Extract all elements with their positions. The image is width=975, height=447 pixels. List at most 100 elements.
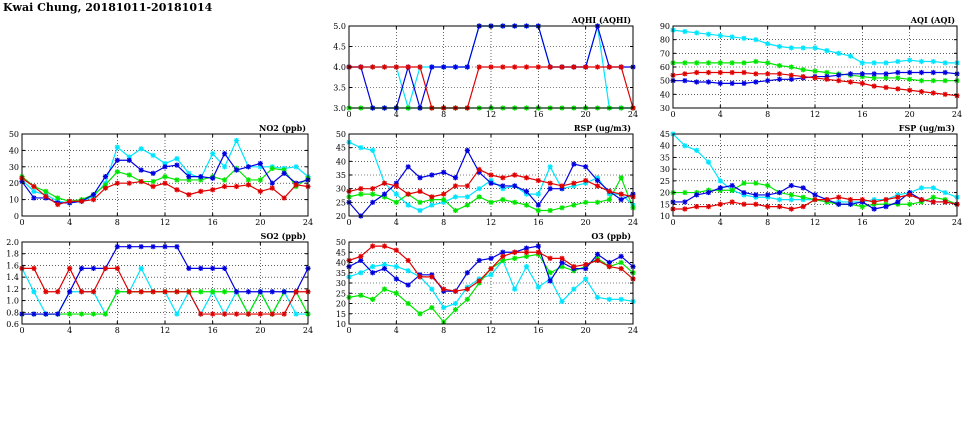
y-tick-label: 4.5: [333, 43, 346, 52]
data-point: [547, 186, 553, 192]
data-point: [393, 276, 399, 282]
data-point: [836, 72, 842, 78]
y-tick-label: 3.5: [333, 84, 346, 93]
y-tick-label: 40: [336, 259, 346, 268]
data-point: [31, 265, 37, 271]
data-point: [245, 164, 252, 170]
data-point: [476, 169, 482, 175]
data-point: [523, 64, 530, 70]
series-1: [19, 137, 311, 206]
data-point: [174, 289, 180, 295]
data-point: [43, 311, 49, 317]
x-tick-label: 16: [208, 218, 218, 226]
data-point: [174, 244, 180, 250]
data-point: [78, 289, 85, 295]
data-point: [765, 182, 771, 189]
data-point: [67, 198, 73, 204]
data-point: [233, 183, 240, 190]
y-tick-label: 50: [336, 130, 346, 139]
data-point: [257, 160, 263, 167]
data-point: [293, 164, 299, 170]
data-point: [464, 183, 470, 189]
data-point: [571, 202, 577, 208]
data-point: [523, 202, 530, 208]
data-point: [174, 162, 180, 168]
data-point: [500, 197, 506, 203]
data-point: [523, 175, 530, 181]
data-point: [429, 274, 435, 280]
y-tick-label: 10: [9, 196, 19, 205]
data-point: [847, 53, 854, 59]
data-point: [370, 264, 376, 270]
x-tick-label: 20: [581, 218, 591, 226]
data-point: [90, 265, 97, 271]
grid: [673, 26, 957, 108]
data-point: [741, 201, 747, 207]
data-point: [594, 177, 601, 184]
data-point: [918, 69, 925, 76]
data-point: [583, 266, 589, 272]
data-point: [441, 169, 447, 175]
data-point: [694, 69, 700, 76]
x-tick-label: 8: [441, 110, 446, 118]
data-point: [150, 178, 156, 185]
y-tick-label: 40: [336, 157, 346, 166]
chart-title: O3 (ppb): [591, 231, 631, 241]
data-point: [729, 199, 735, 205]
data-point: [594, 257, 601, 264]
series-4: [19, 175, 311, 208]
data-point: [512, 64, 518, 70]
data-point: [417, 199, 423, 205]
x-tick-label: 12: [810, 110, 820, 118]
data-point: [114, 169, 120, 175]
data-point: [417, 207, 423, 214]
data-point: [594, 175, 601, 181]
data-point: [694, 60, 700, 66]
data-point: [293, 289, 299, 295]
data-point: [162, 289, 168, 295]
data-point: [174, 187, 180, 193]
x-tick-label: 24: [952, 110, 962, 118]
data-point: [269, 180, 275, 186]
data-point: [358, 253, 364, 259]
data-point: [67, 311, 73, 317]
data-point: [883, 60, 889, 66]
data-point: [441, 64, 447, 70]
data-point: [393, 264, 399, 270]
x-tick-label: 8: [441, 218, 446, 226]
data-point: [753, 201, 759, 207]
x-tick-label: 8: [115, 326, 120, 334]
y-tick-label: 4.0: [333, 63, 346, 72]
data-point: [476, 64, 482, 70]
y-tick-label: 60: [660, 63, 670, 72]
data-point: [500, 257, 506, 264]
data-point: [753, 180, 759, 186]
data-point: [429, 64, 435, 70]
data-point: [488, 199, 494, 205]
x-tick-label: 0: [346, 110, 351, 118]
x-tick-label: 24: [303, 218, 313, 226]
data-point: [535, 243, 541, 249]
data-point: [370, 191, 376, 197]
data-point: [788, 72, 794, 78]
data-point: [930, 69, 936, 76]
data-point: [429, 197, 435, 203]
data-point: [682, 60, 688, 66]
data-point: [571, 180, 577, 186]
data-point: [776, 197, 783, 203]
data-point: [233, 167, 240, 173]
data-point: [55, 195, 61, 201]
data-point: [753, 58, 759, 65]
data-point: [381, 286, 388, 292]
data-point: [476, 257, 482, 264]
data-point: [358, 191, 364, 197]
x-tick-label: 4: [718, 110, 723, 118]
data-point: [488, 272, 494, 278]
data-point: [78, 311, 85, 317]
data-point: [765, 204, 771, 210]
x-tick-label: 0: [346, 326, 351, 334]
data-point: [836, 194, 842, 200]
data-point: [547, 255, 553, 261]
data-point: [717, 80, 723, 86]
data-point: [488, 64, 494, 70]
